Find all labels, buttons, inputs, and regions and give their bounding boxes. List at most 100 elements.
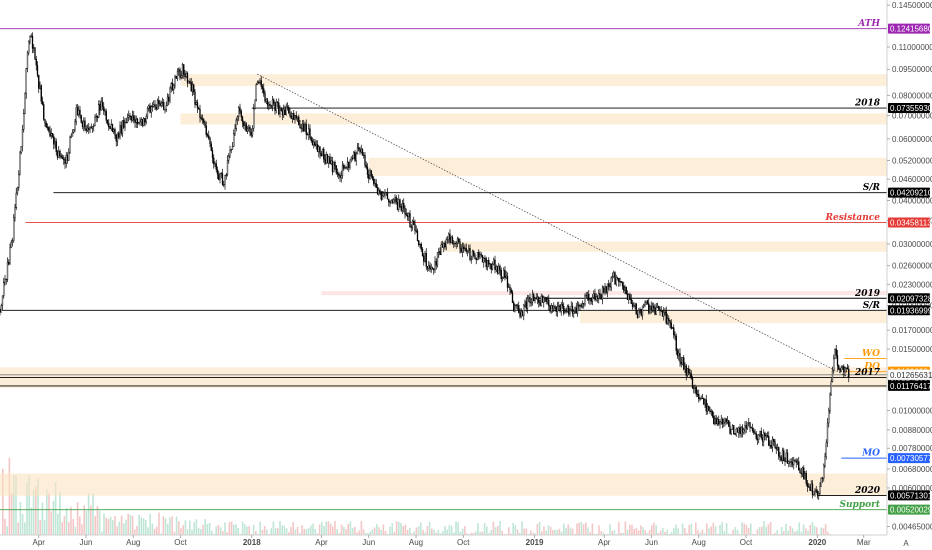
candle-body bbox=[706, 405, 709, 412]
candle-body bbox=[186, 73, 189, 84]
candle-body bbox=[379, 189, 381, 192]
candle-body bbox=[440, 244, 442, 255]
volume-bar bbox=[415, 527, 418, 535]
candle-body bbox=[655, 307, 657, 315]
volume-bar bbox=[32, 489, 35, 535]
candle-body bbox=[226, 160, 229, 175]
volume-bar bbox=[563, 523, 565, 535]
volume-bar bbox=[549, 526, 552, 535]
time-axis[interactable]: Apr Jun Aug Oct 2018 Apr Jun Aug Oct 2019 Apr Jun Au… bbox=[33, 535, 871, 547]
candle-body bbox=[321, 148, 324, 157]
candle-body bbox=[95, 115, 97, 118]
candle-body bbox=[395, 197, 397, 203]
candle-body bbox=[331, 160, 334, 173]
volume-bar bbox=[354, 526, 356, 535]
volume-bar bbox=[246, 526, 248, 535]
candle-body bbox=[684, 365, 686, 370]
candle-body bbox=[800, 472, 802, 475]
volume-bar bbox=[732, 529, 734, 535]
candle-body bbox=[306, 134, 309, 136]
candle-body bbox=[68, 151, 70, 161]
time-tick-label: Aug bbox=[126, 538, 140, 547]
candle-body bbox=[716, 418, 719, 425]
candle-body bbox=[243, 121, 245, 127]
candle-body bbox=[238, 107, 240, 117]
candle-body bbox=[385, 191, 387, 194]
volume-bar bbox=[763, 521, 765, 535]
volume-bar bbox=[714, 526, 717, 535]
volume-bar bbox=[228, 522, 231, 535]
candle-body bbox=[548, 299, 550, 306]
candle-body bbox=[179, 69, 181, 78]
volume-bar bbox=[112, 520, 114, 535]
volume-bar bbox=[435, 532, 437, 535]
zone-band bbox=[180, 113, 888, 125]
volume-bar bbox=[41, 502, 44, 535]
time-tick-label: Jun bbox=[362, 538, 375, 547]
candle-body bbox=[629, 294, 631, 300]
candle-body bbox=[746, 422, 749, 429]
candle-body bbox=[251, 128, 254, 136]
price-tick-label: 0.11000000 bbox=[892, 43, 932, 52]
candle-body bbox=[579, 304, 581, 307]
time-tick-label: Oct bbox=[457, 538, 470, 547]
candle-body bbox=[341, 165, 344, 176]
candle-body bbox=[781, 450, 784, 461]
volume-bar bbox=[303, 528, 305, 535]
candle-body bbox=[38, 74, 40, 89]
candle-body bbox=[644, 302, 646, 306]
candle-body bbox=[563, 305, 565, 314]
candle-body bbox=[419, 243, 421, 245]
candle-body bbox=[753, 430, 755, 433]
volume-bar bbox=[98, 510, 101, 535]
price-tag bbox=[888, 490, 930, 501]
volume-bar bbox=[800, 531, 803, 535]
candle-body bbox=[635, 303, 637, 315]
candle-body bbox=[109, 126, 111, 129]
candle-body bbox=[263, 88, 265, 94]
candle-body bbox=[170, 83, 172, 89]
candle-body bbox=[570, 305, 572, 311]
price-axis[interactable]: 0.14500000 0.11000000 0.09500000 0.08000000… bbox=[887, 1, 932, 532]
candle-body bbox=[123, 120, 125, 128]
volume-bar bbox=[552, 530, 554, 535]
volume-bar bbox=[142, 518, 145, 535]
volume-bar bbox=[178, 521, 180, 535]
auto-scale-button[interactable]: A bbox=[899, 537, 913, 549]
candle-body bbox=[398, 199, 400, 210]
candle-body bbox=[675, 335, 677, 351]
candle-body bbox=[833, 358, 835, 371]
candle-body bbox=[71, 132, 74, 137]
candle-body bbox=[455, 242, 457, 245]
candle-body bbox=[825, 442, 827, 457]
candle-body bbox=[373, 178, 375, 184]
volume-bar bbox=[796, 530, 798, 535]
level-label: 2020 bbox=[854, 486, 881, 496]
candle-body bbox=[229, 150, 231, 157]
price-tick-label: 0.00880000 bbox=[892, 426, 932, 435]
volume-bar bbox=[204, 519, 206, 535]
volume-bar bbox=[521, 521, 523, 535]
volume-bar bbox=[789, 525, 792, 535]
volume-bar bbox=[569, 527, 572, 535]
candle-body bbox=[405, 213, 407, 216]
candle-body bbox=[745, 425, 747, 429]
candle-body bbox=[680, 361, 682, 365]
volume-bar bbox=[358, 530, 360, 535]
candle-body bbox=[188, 81, 190, 84]
candle-body bbox=[235, 119, 237, 129]
volume-bar bbox=[274, 528, 277, 535]
candle-body bbox=[663, 311, 665, 317]
volume-bar bbox=[741, 522, 743, 535]
candle-body bbox=[698, 394, 700, 400]
volume-bar bbox=[241, 521, 244, 535]
candle-body bbox=[78, 109, 80, 115]
candle-body bbox=[525, 301, 527, 309]
candle-body bbox=[503, 269, 505, 278]
candle-body bbox=[161, 102, 164, 104]
candle-body bbox=[826, 422, 829, 444]
candle-body bbox=[730, 429, 732, 434]
candle-body bbox=[270, 105, 272, 107]
